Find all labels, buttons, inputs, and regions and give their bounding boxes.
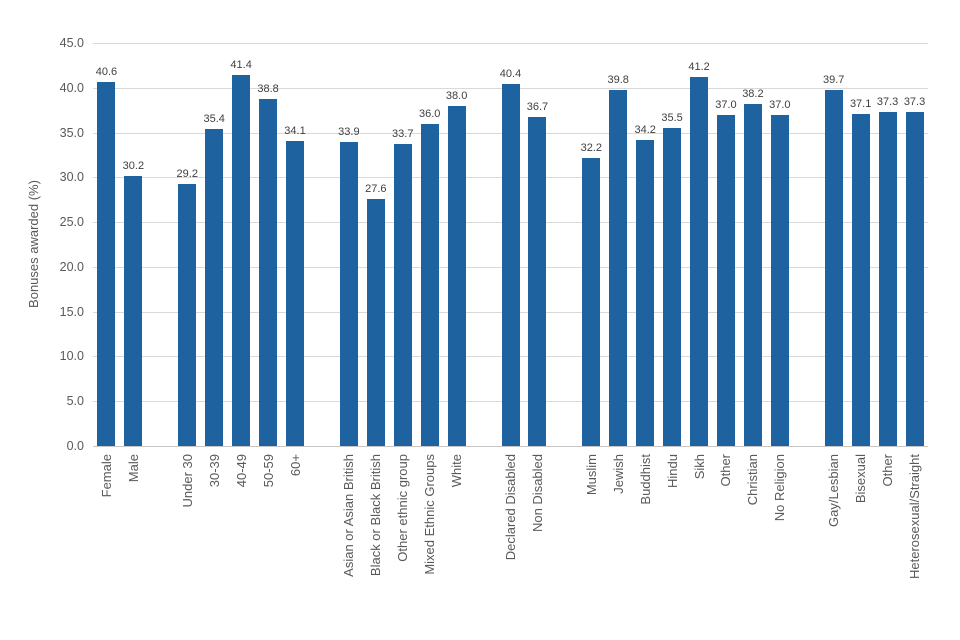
bar [97,82,116,446]
bar-value-label: 40.6 [95,66,118,79]
bar [447,105,466,446]
y-axis-tick-label: 15.0 [59,304,84,319]
bar-value-label: 37.0 [769,98,791,111]
y-axis-tick-label: 30.0 [59,170,84,185]
bar-value-label: 35.5 [661,112,683,125]
category-label: Muslim [583,454,599,496]
category-label: Heterosexual/Straight [907,454,923,580]
bar-value-label: 39.8 [607,73,629,86]
bar [716,114,735,446]
category-label: Hindu [664,454,680,488]
category-label: Gay/Lesbian [826,454,842,527]
y-axis-tick-label: 10.0 [59,349,84,364]
category-label: 30-39 [206,454,222,488]
y-axis-tick-label: 35.0 [59,125,84,140]
category-label: 40-49 [233,454,249,488]
bar-value-label: 36.7 [526,101,549,114]
bar [690,77,709,446]
bar [878,111,897,446]
category-label: Other [880,454,896,487]
bar-value-label: 38.0 [445,89,468,102]
bar [663,128,682,446]
category-label: White [449,454,465,488]
bar-value-label: 32.2 [580,141,602,154]
category-label: Asian or Asian British [341,454,357,577]
bar [420,123,439,446]
bar [178,184,197,446]
bar [636,139,655,446]
bar-value-label: 34.2 [634,123,656,136]
y-axis-tick-label: 0.0 [66,439,84,453]
bar-value-label: 36.0 [418,107,441,120]
bar-value-label: 35.4 [203,112,225,125]
bar-value-label: 33.9 [338,126,360,139]
bar-value-label: 37.3 [876,95,899,108]
bar-value-label: 34.1 [284,124,306,137]
category-label: Mixed Ethnic Groups [422,454,438,575]
bar-value-label: 27.6 [365,182,387,195]
category-label: No Religion [772,454,788,522]
bar-value-label: 41.2 [688,61,710,74]
y-axis-tick-label: 20.0 [59,259,84,274]
bar [582,157,601,446]
x-axis-line [93,446,928,447]
y-axis-title: Bonuses awarded (%) [26,180,41,308]
category-label: Non Disabled [529,454,545,533]
gridline [93,43,928,44]
category-label: Other [718,454,734,487]
bar [824,90,843,446]
category-label: Under 30 [179,454,195,508]
category-label: Female [98,454,114,498]
bar-value-label: 38.8 [257,82,279,95]
bar [770,114,789,446]
bar [393,144,412,446]
bar [501,84,520,446]
category-label: Buddhist [637,454,653,505]
bar-value-label: 33.7 [392,128,414,141]
bar-value-label: 39.7 [823,74,845,87]
bar-value-label: 41.4 [230,59,252,72]
bar [609,89,628,446]
bar-value-label: 29.2 [176,168,198,181]
bar [851,113,870,446]
y-axis-tick-label: 45.0 [59,36,84,50]
y-axis-tick-label: 40.0 [59,80,84,95]
bar [905,111,924,446]
bar [339,142,358,446]
bar [528,117,547,446]
bar [259,98,278,446]
bar [743,103,762,446]
bar-value-label: 37.1 [849,97,872,110]
bar [366,198,385,446]
category-label: Male [125,454,141,483]
category-label: Christian [745,454,761,506]
category-label: Bisexual [853,454,869,504]
category-label: 60+ [287,454,303,477]
category-label: Jewish [610,454,626,494]
bar-value-label: 37.3 [903,95,926,108]
category-label: Other ethnic group [395,454,411,562]
category-label: 50-59 [260,454,276,488]
bar-value-label: 38.2 [742,87,764,100]
category-label: Sikh [691,454,707,480]
category-label: Black or Black British [368,454,384,577]
y-axis-tick-label: 25.0 [59,215,84,230]
category-label: Declared Disabled [503,454,518,561]
y-axis-tick-label: 5.0 [66,394,84,409]
bar [286,140,305,446]
bar [232,75,251,446]
bar-value-label: 30.2 [122,159,145,172]
bar [205,128,224,446]
bar [124,175,143,446]
bar-value-label: 40.4 [499,68,522,81]
bar-value-label: 37.0 [715,98,737,111]
